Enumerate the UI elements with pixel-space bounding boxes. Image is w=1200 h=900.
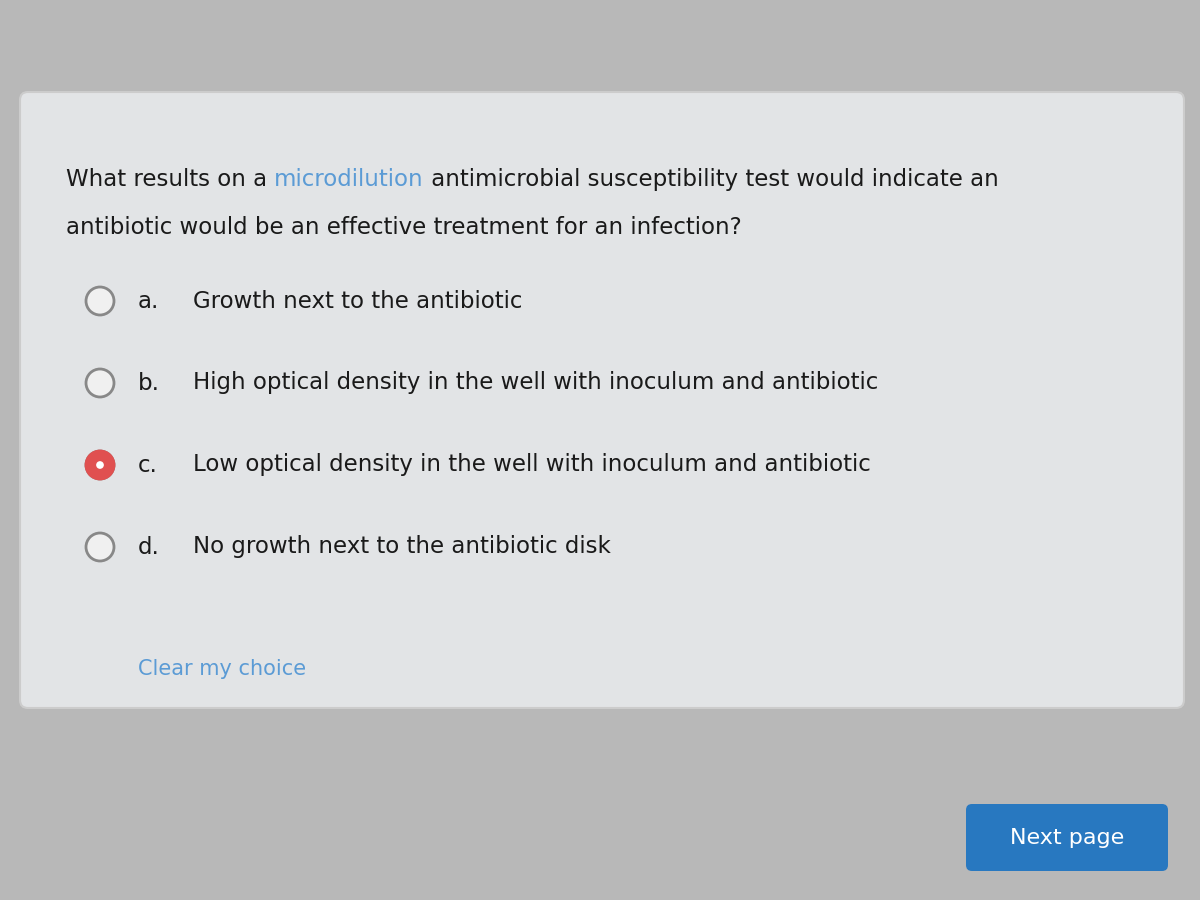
Ellipse shape	[86, 533, 114, 561]
Text: Low optical density in the well with inoculum and antibiotic: Low optical density in the well with ino…	[193, 454, 871, 476]
Ellipse shape	[96, 461, 104, 469]
Text: microdilution: microdilution	[275, 168, 424, 191]
Text: d.: d.	[138, 536, 160, 559]
Text: Next page: Next page	[1010, 827, 1124, 848]
Text: What results on a: What results on a	[66, 168, 275, 191]
Text: High optical density in the well with inoculum and antibiotic: High optical density in the well with in…	[193, 372, 878, 394]
FancyBboxPatch shape	[966, 804, 1168, 871]
Text: a.: a.	[138, 290, 160, 312]
Text: b.: b.	[138, 372, 160, 394]
Text: Clear my choice: Clear my choice	[138, 659, 306, 679]
Text: No growth next to the antibiotic disk: No growth next to the antibiotic disk	[193, 536, 611, 559]
FancyBboxPatch shape	[20, 92, 1184, 708]
Ellipse shape	[86, 287, 114, 315]
Text: Growth next to the antibiotic: Growth next to the antibiotic	[193, 290, 522, 312]
Text: antibiotic would be an effective treatment for an infection?: antibiotic would be an effective treatme…	[66, 216, 742, 239]
Text: antimicrobial susceptibility test would indicate an: antimicrobial susceptibility test would …	[424, 168, 998, 191]
Ellipse shape	[86, 369, 114, 397]
Ellipse shape	[86, 451, 114, 479]
Text: c.: c.	[138, 454, 158, 476]
Ellipse shape	[86, 451, 114, 479]
